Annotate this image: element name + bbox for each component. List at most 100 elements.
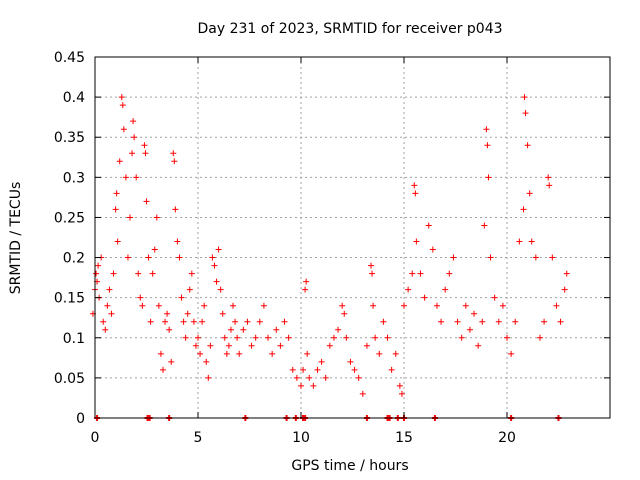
data-point xyxy=(495,318,502,325)
data-point xyxy=(522,110,529,117)
data-point xyxy=(546,182,553,189)
data-point xyxy=(112,206,119,213)
data-point xyxy=(217,286,224,293)
data-point xyxy=(491,294,498,301)
data-point xyxy=(524,142,531,149)
data-point xyxy=(119,102,126,109)
data-point xyxy=(545,174,552,181)
data-point xyxy=(124,254,131,261)
data-point xyxy=(421,294,428,301)
x-tick-label: 15 xyxy=(395,430,413,446)
data-point xyxy=(223,350,230,357)
data-point xyxy=(170,150,177,157)
data-point xyxy=(100,318,107,325)
y-axis-ticks: 0 0.05 0.1 0.15 0.2 0.25 0.3 0.35 0.4 0.45 xyxy=(54,50,610,427)
data-point xyxy=(190,318,197,325)
data-point xyxy=(186,286,193,293)
data-point xyxy=(499,302,506,309)
data-point xyxy=(180,318,187,325)
data-point xyxy=(526,190,533,197)
data-point xyxy=(300,366,307,373)
data-points xyxy=(89,94,570,397)
data-point xyxy=(335,326,342,333)
data-point xyxy=(306,374,313,381)
data-point xyxy=(141,142,148,149)
y-tick-label: 0.35 xyxy=(54,130,85,146)
data-point xyxy=(113,190,120,197)
data-point xyxy=(164,310,171,317)
data-point xyxy=(487,254,494,261)
data-point xyxy=(380,318,387,325)
x-tick-label: 0 xyxy=(91,430,100,446)
data-point xyxy=(401,302,407,309)
data-point xyxy=(256,318,263,325)
data-point xyxy=(230,302,237,309)
data-point xyxy=(171,158,178,165)
data-point xyxy=(129,150,136,157)
data-point xyxy=(411,182,418,189)
data-point xyxy=(234,334,241,341)
data-point xyxy=(454,318,461,325)
data-point xyxy=(188,270,195,277)
data-point xyxy=(127,214,134,221)
x-tick-label: 10 xyxy=(292,430,310,446)
data-point xyxy=(481,222,488,229)
y-tick-label: 0.45 xyxy=(54,50,85,66)
data-point xyxy=(483,126,490,133)
data-point xyxy=(95,262,102,269)
data-point xyxy=(151,246,158,253)
data-point xyxy=(184,310,191,317)
data-point xyxy=(302,286,309,293)
data-point xyxy=(203,358,210,365)
data-point xyxy=(168,358,175,365)
data-point xyxy=(516,238,523,245)
data-point xyxy=(281,318,288,325)
data-point xyxy=(521,94,528,101)
y-axis-label: SRMTID / TECUs xyxy=(8,182,24,295)
data-point xyxy=(209,254,216,261)
data-point xyxy=(211,262,218,269)
data-point xyxy=(563,270,570,277)
data-point xyxy=(260,302,267,309)
data-point xyxy=(561,286,568,293)
data-point xyxy=(227,326,234,333)
data-point xyxy=(182,334,189,341)
data-point xyxy=(310,382,317,389)
data-point xyxy=(396,382,403,389)
grid-lines xyxy=(95,57,610,418)
data-point xyxy=(133,174,140,181)
data-point xyxy=(318,358,325,365)
data-point xyxy=(557,318,564,325)
data-point xyxy=(104,302,111,309)
data-point xyxy=(110,270,117,277)
data-point xyxy=(201,302,208,309)
data-point xyxy=(192,342,199,349)
data-point xyxy=(429,246,436,253)
data-point xyxy=(376,350,383,357)
data-point xyxy=(93,270,100,277)
data-point xyxy=(363,342,370,349)
data-point xyxy=(504,334,510,341)
y-tick-label: 0.25 xyxy=(54,210,85,226)
data-point xyxy=(330,334,337,341)
chart-title: Day 231 of 2023, SRMTID for receiver p04… xyxy=(197,21,502,37)
data-point xyxy=(433,302,440,309)
data-point xyxy=(174,238,181,245)
data-point xyxy=(199,318,206,325)
data-point xyxy=(370,302,377,309)
data-point xyxy=(215,246,222,253)
data-point xyxy=(143,198,150,205)
data-point xyxy=(351,366,358,373)
data-point xyxy=(131,134,138,141)
data-point xyxy=(462,302,469,309)
data-point xyxy=(549,254,556,261)
data-point xyxy=(520,206,527,213)
data-point xyxy=(322,374,329,381)
data-point xyxy=(195,334,201,341)
data-point xyxy=(442,286,449,293)
data-point xyxy=(149,270,156,277)
data-point xyxy=(159,366,166,373)
x-axis-label: GPS time / hours xyxy=(291,458,408,474)
y-tick-label: 0.1 xyxy=(63,331,85,347)
